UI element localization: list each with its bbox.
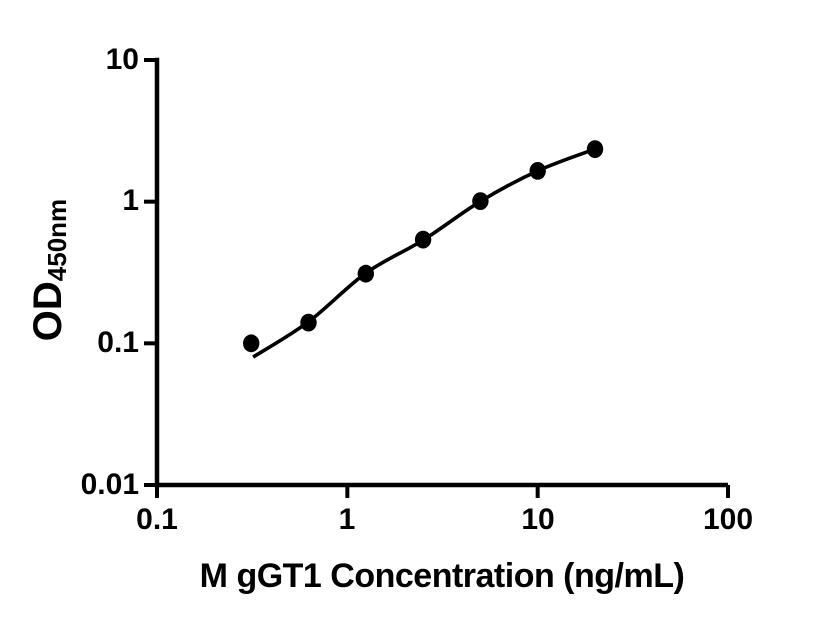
x-tick-label-100: 100 xyxy=(702,503,754,536)
y-tick-label-10: 10 xyxy=(105,43,139,76)
y-axis-title: OD 450nm xyxy=(26,190,78,350)
data-point-marker xyxy=(357,264,374,283)
y-tick-label-1: 1 xyxy=(122,184,139,217)
data-point-marker xyxy=(529,162,546,180)
y-axis-title-subscript: 450nm xyxy=(42,198,72,282)
x-axis-title: M gGT1 Concentration (ng/mL) xyxy=(199,557,685,595)
x-tick-label-10: 10 xyxy=(521,503,555,536)
data-point-marker xyxy=(586,140,604,159)
x-tick-label-1: 1 xyxy=(338,503,356,536)
data-point-marker xyxy=(472,192,489,211)
y-tick-label-0.1: 0.1 xyxy=(97,326,139,359)
data-point-marker xyxy=(300,313,317,332)
data-point-marker xyxy=(243,334,260,353)
data-point-marker xyxy=(414,230,432,249)
y-axis-title-main: OD xyxy=(26,281,70,342)
y-tick-label-0.01: 0.01 xyxy=(80,468,139,501)
x-tick-label-0.1: 0.1 xyxy=(136,503,178,536)
